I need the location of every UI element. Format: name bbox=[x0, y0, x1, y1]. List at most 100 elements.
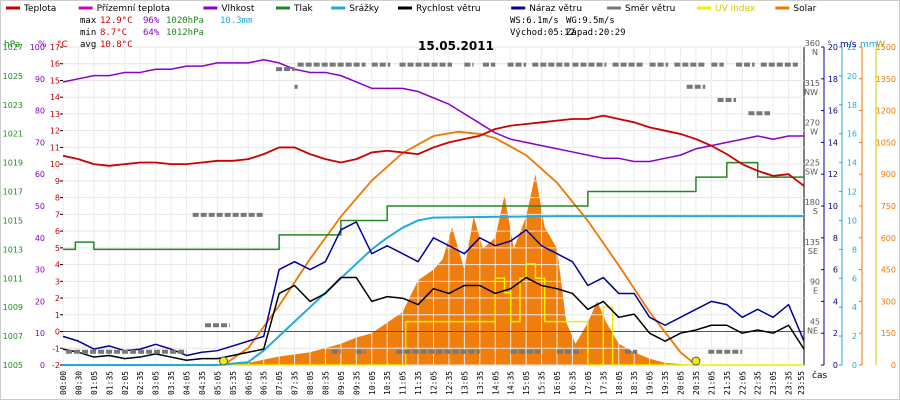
stat-rain-total: 10.3mm bbox=[220, 16, 253, 26]
direction-compass-label: W bbox=[810, 128, 818, 137]
pressure-tick-label: 1017 bbox=[3, 188, 23, 197]
stat-sunrise: Východ:05:12 bbox=[510, 28, 575, 38]
x-tick-label: 13:05 bbox=[460, 371, 469, 395]
x-tick-label: 11:35 bbox=[414, 371, 423, 395]
x-tick-label: 13:35 bbox=[476, 371, 485, 395]
solar-axis-label: 1200 bbox=[876, 107, 896, 116]
wind-axis-label: 20 bbox=[828, 43, 838, 52]
rain-axis-label: 10 bbox=[847, 216, 857, 225]
x-tick-label: 12:35 bbox=[445, 371, 454, 395]
x-tick-label: 02:05 bbox=[121, 371, 130, 395]
x-tick-label: 06:35 bbox=[260, 371, 269, 395]
pressure-tick-label: 1009 bbox=[3, 303, 23, 312]
x-tick-label: 18:05 bbox=[615, 371, 624, 395]
temp-tick-label: 7 bbox=[55, 210, 60, 219]
x-tick-label: 10:05 bbox=[368, 371, 377, 395]
stat-min-temp: 8.7°C bbox=[100, 28, 127, 38]
temp-tick-label: 6 bbox=[55, 227, 60, 236]
solar-axis-label: 150 bbox=[881, 329, 896, 338]
wind-axis-label: 16 bbox=[828, 107, 838, 116]
rain-axis-label: 22 bbox=[847, 43, 857, 52]
humidity-tick-label: 90 bbox=[35, 75, 45, 84]
series-teplota bbox=[62, 114, 805, 187]
stat-min-press: 1012hPa bbox=[166, 28, 204, 38]
temp-tick-label: 13 bbox=[50, 110, 60, 119]
x-tick-label: 17:05 bbox=[584, 371, 593, 395]
temp-tick-label: 0 bbox=[55, 328, 60, 337]
x-tick-label: 21:35 bbox=[723, 371, 732, 395]
x-tick-label: 02:35 bbox=[136, 371, 145, 395]
sun-marker bbox=[691, 356, 701, 366]
x-tick-label: 22:35 bbox=[754, 371, 763, 395]
pressure-tick-label: 1027 bbox=[3, 43, 23, 52]
direction-compass-label: NE bbox=[807, 326, 818, 335]
pressure-tick-label: 1015 bbox=[3, 216, 23, 225]
x-tick-label: 14:35 bbox=[507, 371, 516, 395]
humidity-tick-label: 60 bbox=[35, 170, 45, 179]
humidity-tick-label: 30 bbox=[35, 266, 45, 275]
temp-tick-label: 10 bbox=[50, 160, 60, 169]
pressure-tick-label: 1019 bbox=[3, 159, 23, 168]
temp-tick-label: 11 bbox=[50, 143, 60, 152]
stat-min-hum: 64% bbox=[143, 28, 160, 38]
temp-tick-label: 17 bbox=[50, 43, 60, 52]
x-tick-label: 16:35 bbox=[568, 371, 577, 395]
solar-axis-label: 1050 bbox=[876, 138, 896, 147]
unit-humidity: % bbox=[38, 40, 47, 50]
x-tick-label: 03:05 bbox=[152, 371, 161, 395]
series-layer bbox=[62, 58, 805, 366]
x-tick-label: 23:35 bbox=[785, 371, 794, 395]
wind-axis-label: 12 bbox=[828, 170, 838, 179]
x-tick-label: 07:35 bbox=[291, 371, 300, 395]
unit-wind: m/s bbox=[840, 40, 857, 50]
legend-label: Rychlost větru bbox=[416, 4, 481, 14]
rain-axis-label: 6 bbox=[852, 274, 857, 283]
rain-axis-label: 12 bbox=[847, 188, 857, 197]
unit-solar: W bbox=[876, 40, 885, 50]
solar-axis-label: 600 bbox=[881, 234, 896, 243]
x-tick-label: 05:35 bbox=[229, 371, 238, 395]
x-tick-label: 17:35 bbox=[599, 371, 608, 395]
chart-title: 15.05.2011 bbox=[418, 39, 494, 53]
direction-degree-label: 360 bbox=[805, 39, 820, 48]
legend-label: Solar bbox=[793, 4, 816, 14]
humidity-tick-label: 10 bbox=[35, 329, 45, 338]
series-naraz-vetru bbox=[62, 221, 805, 357]
x-tick-label: 08:35 bbox=[321, 371, 330, 395]
x-tick-label: 08:05 bbox=[306, 371, 315, 395]
pressure-tick-label: 1007 bbox=[3, 332, 23, 341]
direction-degree-label: 45 bbox=[810, 317, 820, 326]
humidity-tick-label: 70 bbox=[35, 138, 45, 147]
x-tick-label: 11:05 bbox=[399, 371, 408, 395]
humidity-tick-label: 100 bbox=[30, 43, 45, 52]
x-tick-label: 20:35 bbox=[692, 371, 701, 395]
direction-compass-label: S bbox=[813, 207, 818, 216]
solar-axis-label: 750 bbox=[881, 202, 896, 211]
stat-sunset: Západ:20:29 bbox=[566, 28, 626, 38]
temp-tick-label: 4 bbox=[55, 261, 60, 270]
direction-degree-label: 270 bbox=[805, 119, 820, 128]
rain-axis-label: 8 bbox=[852, 245, 857, 254]
solar-axis-label: 1350 bbox=[876, 75, 896, 84]
legend-label: UV index bbox=[715, 4, 756, 14]
stat-max-temp: 12.9°C bbox=[100, 16, 133, 26]
pressure-tick-label: 1011 bbox=[3, 274, 23, 283]
temp-tick-label: -1 bbox=[52, 344, 60, 353]
x-tick-label: 00:30 bbox=[74, 371, 83, 395]
series-vlhkost bbox=[62, 58, 804, 163]
x-tick-label: 23:05 bbox=[769, 371, 778, 395]
wind-axis-label: 18 bbox=[828, 75, 838, 84]
humidity-tick-label: 40 bbox=[35, 234, 45, 243]
humidity-tick-label: 20 bbox=[35, 297, 45, 306]
legend-label: Teplota bbox=[23, 4, 56, 14]
x-tick-label: 03:35 bbox=[167, 371, 176, 395]
stat-avg-temp: 10.8°C bbox=[100, 40, 133, 50]
x-tick-label: 19:35 bbox=[661, 371, 670, 395]
rain-axis-label: 14 bbox=[847, 159, 857, 168]
stat-min-label: min bbox=[80, 28, 96, 38]
wind-axis-label: 4 bbox=[833, 297, 838, 306]
series-uv-index bbox=[63, 263, 804, 366]
unit-pressure: hPa bbox=[4, 40, 20, 50]
stat-max-press: 1020hPa bbox=[166, 16, 204, 26]
x-tick-label: 12:05 bbox=[430, 371, 439, 395]
